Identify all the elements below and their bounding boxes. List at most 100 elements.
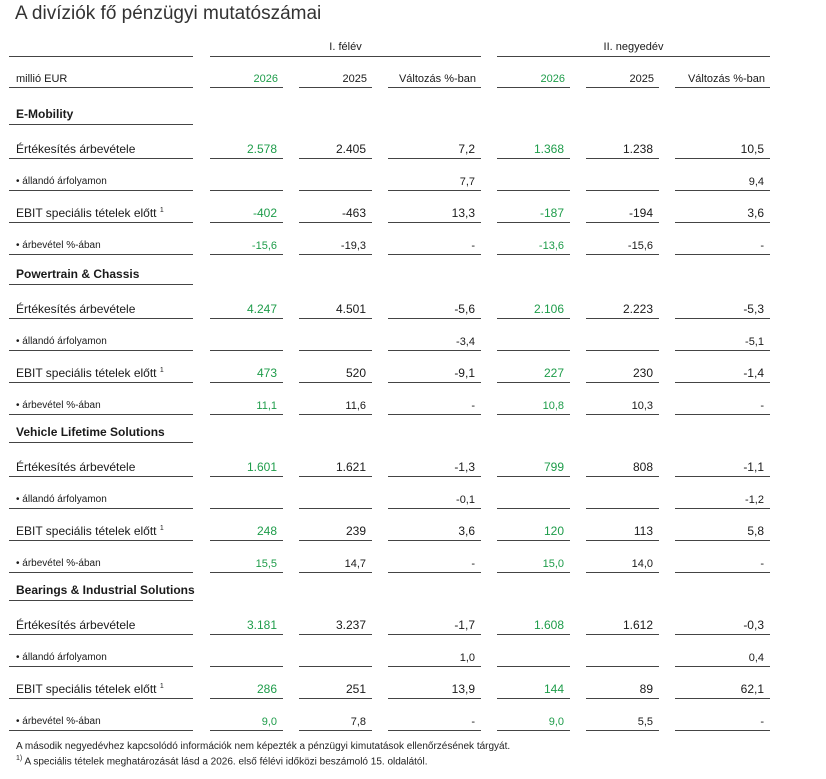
row-rule	[586, 190, 659, 191]
row-label-text: • árbevétel %-ában	[16, 240, 101, 251]
table-cell: 1,0	[459, 652, 475, 664]
table-cell: 14,0	[631, 558, 653, 570]
row-label-text: EBIT speciális tételek előtt	[16, 366, 157, 380]
table-cell: -3,4	[456, 336, 475, 348]
table-cell: 10,3	[631, 400, 653, 412]
table-cell: -	[760, 558, 764, 570]
table-cell: -187	[539, 206, 564, 220]
table-cell: -1,7	[454, 618, 475, 632]
row-rule	[497, 634, 570, 635]
group-header: I. félév	[329, 41, 362, 53]
table-cell: -402	[252, 206, 277, 220]
row-rule	[299, 476, 372, 477]
row-rule	[586, 414, 659, 415]
row-label-text: Értékesítés árbevétele	[16, 460, 136, 474]
row-rule	[299, 318, 372, 319]
table-cell: 799	[543, 460, 564, 474]
row-rule	[9, 254, 193, 255]
row-label-text: Értékesítés árbevétele	[16, 302, 136, 316]
row-rule	[388, 254, 481, 255]
row-label-text: • állandó árfolyamon	[16, 336, 107, 347]
table-cell: 2.578	[246, 142, 277, 156]
table-cell: -19,3	[340, 240, 366, 252]
row-rule	[675, 476, 770, 477]
table-cell: 7,8	[350, 716, 366, 728]
row-rule	[210, 666, 283, 667]
column-header: Változás %-ban	[398, 73, 476, 85]
row-rule	[675, 508, 770, 509]
row-rule	[497, 698, 570, 699]
row-rule	[586, 476, 659, 477]
header-rule	[675, 87, 770, 88]
row-label-text: • árbevétel %-ában	[16, 558, 101, 569]
row-rule	[299, 730, 372, 731]
row-rule	[210, 730, 283, 731]
table-cell: -5,6	[454, 302, 475, 316]
table-cell: 144	[543, 682, 564, 696]
row-rule	[210, 254, 283, 255]
top-rule	[9, 56, 193, 57]
row-rule	[497, 540, 570, 541]
row-rule	[9, 318, 193, 319]
row-rule	[675, 414, 770, 415]
header-rule	[388, 87, 481, 88]
table-cell: 89	[639, 682, 653, 696]
row-rule	[9, 414, 193, 415]
table-cell: 11,1	[256, 400, 277, 412]
column-header: 2025	[342, 73, 367, 85]
row-rule	[299, 350, 372, 351]
row-rule	[299, 572, 372, 573]
row-rule	[388, 698, 481, 699]
header-rule	[497, 87, 570, 88]
table-cell: -1,2	[745, 494, 764, 506]
row-rule	[299, 414, 372, 415]
row-rule	[388, 634, 481, 635]
row-rule	[299, 158, 372, 159]
row-rule	[299, 508, 372, 509]
row-rule	[586, 698, 659, 699]
row-rule	[497, 350, 570, 351]
header-rule	[210, 87, 283, 88]
row-rule	[497, 476, 570, 477]
table-cell: 13,9	[451, 682, 475, 696]
table-cell: 3.237	[335, 618, 366, 632]
row-rule	[299, 382, 372, 383]
row-rule	[9, 634, 193, 635]
section-rule	[9, 442, 193, 443]
footnote-marker: 1	[159, 367, 164, 374]
table-cell: 9,4	[748, 176, 764, 188]
row-label: • állandó árfolyamon	[16, 336, 107, 347]
table-cell: 1.238	[622, 142, 653, 156]
row-label-text: EBIT speciális tételek előtt	[16, 206, 157, 220]
column-header: 2026	[253, 73, 278, 85]
row-rule	[586, 318, 659, 319]
row-label: • árbevétel %-ában	[16, 240, 101, 251]
table-cell: 5,8	[747, 524, 764, 538]
row-rule	[497, 572, 570, 573]
row-rule	[388, 666, 481, 667]
table-cell: 113	[633, 524, 653, 538]
row-label: Értékesítés árbevétele	[16, 142, 135, 156]
table-cell: -1,3	[454, 460, 475, 474]
table-cell: 7,7	[459, 176, 475, 188]
row-rule	[388, 572, 481, 573]
row-label-text: Értékesítés árbevétele	[16, 142, 136, 156]
table-cell: 7,2	[458, 142, 475, 156]
row-label: • árbevétel %-ában	[16, 716, 101, 727]
table-cell: 15,5	[255, 558, 277, 570]
row-rule	[586, 666, 659, 667]
row-rule	[299, 254, 372, 255]
group-header: II. negyedév	[603, 41, 664, 53]
table-cell: 10,5	[740, 142, 764, 156]
section-title: Powertrain & Chassis	[16, 267, 140, 281]
row-rule	[497, 254, 570, 255]
table-cell: -	[471, 400, 475, 412]
table-cell: 2.106	[533, 302, 564, 316]
row-rule	[210, 540, 283, 541]
column-header: 2026	[540, 73, 565, 85]
row-label-text: • állandó árfolyamon	[16, 494, 107, 505]
table-cell: 230	[632, 366, 653, 380]
row-rule	[675, 382, 770, 383]
table-cell: -463	[341, 206, 366, 220]
row-rule	[9, 158, 193, 159]
